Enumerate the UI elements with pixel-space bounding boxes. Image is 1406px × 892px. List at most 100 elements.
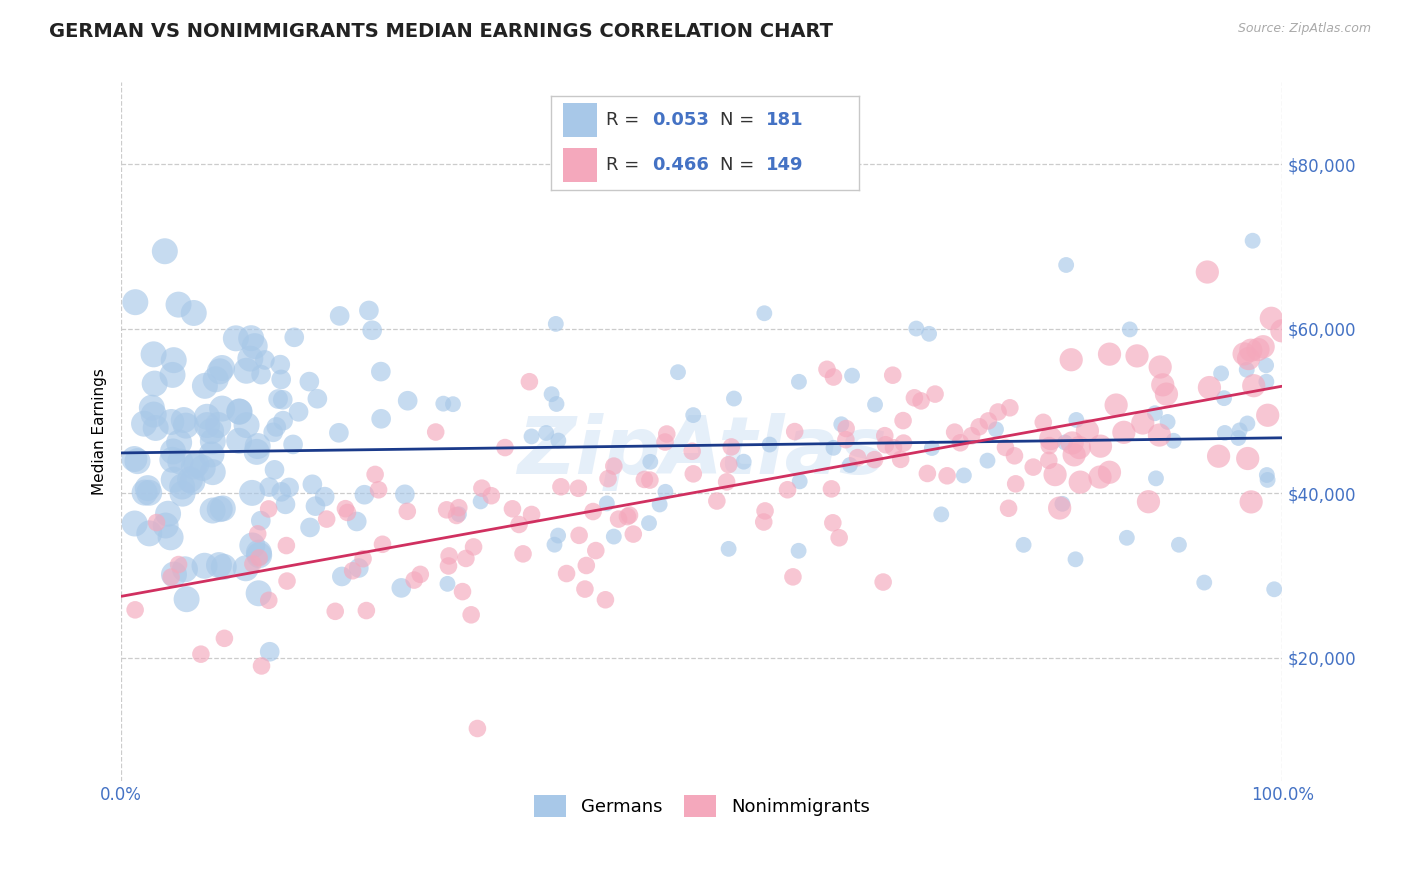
Point: [264, 420, 287, 434]
Point: [1271, 324, 1294, 338]
Point: [163, 567, 186, 582]
Point: [208, 558, 231, 573]
Point: [555, 566, 578, 581]
Point: [436, 577, 458, 591]
Point: [1211, 367, 1233, 381]
Point: [201, 503, 224, 517]
Point: [454, 551, 477, 566]
Point: [638, 516, 661, 530]
Point: [1241, 234, 1264, 248]
Point: [619, 508, 641, 522]
Point: [162, 444, 184, 458]
Point: [167, 558, 190, 572]
Point: [287, 405, 309, 419]
Point: [270, 484, 292, 499]
Point: [163, 353, 186, 368]
Point: [162, 368, 184, 382]
Point: [1240, 343, 1263, 358]
Point: [994, 441, 1017, 455]
Point: [446, 508, 468, 523]
Point: [616, 509, 638, 524]
Point: [823, 370, 845, 384]
Point: [835, 421, 858, 435]
Point: [298, 375, 321, 389]
Point: [596, 472, 619, 486]
Point: [124, 452, 146, 467]
Point: [666, 365, 689, 379]
Point: [346, 515, 368, 529]
Point: [953, 468, 976, 483]
Point: [364, 467, 387, 482]
Point: [1236, 417, 1258, 431]
Point: [246, 439, 269, 453]
Point: [242, 557, 264, 571]
Point: [717, 458, 740, 472]
Point: [863, 398, 886, 412]
Point: [228, 404, 250, 418]
Point: [370, 365, 392, 379]
Point: [997, 501, 1019, 516]
Point: [984, 422, 1007, 436]
Point: [447, 500, 470, 515]
Point: [1198, 380, 1220, 394]
Point: [582, 504, 605, 518]
Point: [520, 508, 543, 522]
Point: [1197, 265, 1219, 279]
Point: [1137, 494, 1160, 508]
Point: [638, 473, 661, 487]
Point: [717, 541, 740, 556]
Point: [394, 487, 416, 501]
Point: [1069, 475, 1091, 490]
Point: [1149, 359, 1171, 374]
Point: [520, 429, 543, 443]
Point: [323, 604, 346, 618]
Point: [278, 480, 301, 494]
Point: [211, 401, 233, 416]
Point: [281, 437, 304, 451]
Point: [754, 306, 776, 320]
Point: [1004, 449, 1026, 463]
Point: [776, 483, 799, 497]
Point: [246, 526, 269, 541]
Point: [257, 593, 280, 607]
Point: [783, 425, 806, 439]
Point: [132, 417, 155, 431]
Point: [247, 550, 270, 565]
Point: [820, 482, 842, 496]
Point: [169, 454, 191, 468]
Point: [183, 306, 205, 320]
Point: [1039, 432, 1062, 446]
Point: [389, 581, 412, 595]
Point: [263, 463, 285, 477]
Point: [240, 486, 263, 500]
Point: [404, 573, 426, 587]
Point: [835, 433, 858, 447]
Point: [998, 401, 1021, 415]
Point: [162, 452, 184, 467]
Point: [924, 387, 946, 401]
Point: [1251, 340, 1274, 354]
Point: [1032, 415, 1054, 429]
Point: [841, 368, 863, 383]
Point: [194, 379, 217, 393]
Point: [640, 455, 662, 469]
Point: [1257, 473, 1279, 487]
Point: [1257, 409, 1279, 423]
Point: [142, 347, 165, 361]
Point: [621, 527, 644, 541]
Point: [1038, 439, 1060, 453]
Point: [654, 484, 676, 499]
Point: [512, 547, 534, 561]
Point: [136, 481, 159, 495]
Point: [1168, 538, 1191, 552]
Point: [145, 421, 167, 435]
Point: [246, 445, 269, 459]
Point: [204, 372, 226, 386]
Point: [195, 409, 218, 424]
Point: [447, 508, 470, 522]
Point: [967, 419, 990, 434]
Point: [267, 392, 290, 406]
Point: [253, 353, 276, 368]
Point: [1052, 497, 1074, 511]
Point: [575, 558, 598, 573]
